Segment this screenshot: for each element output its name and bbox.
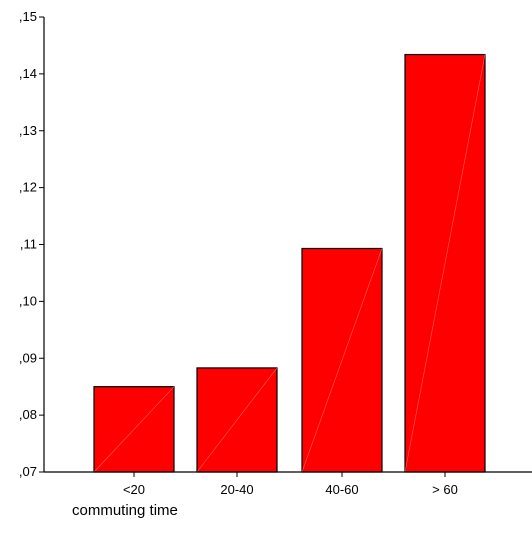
y-tick-label-8: ,14 <box>19 66 37 81</box>
bars-group <box>93 53 486 473</box>
y-tick-label-1: ,07 <box>19 464 37 479</box>
y-axis: ,07 ,08 ,09 ,10 ,11 ,12 ,13 ,14 ,15 <box>19 9 45 479</box>
y-tick-label-4: ,10 <box>19 293 37 308</box>
bar-4-shading <box>404 54 486 473</box>
x-axis-label: commuting time <box>72 502 178 519</box>
y-tick-label-5: ,11 <box>20 237 37 252</box>
x-tick-label-1: <20 <box>123 482 145 497</box>
x-tick-label-4: > 60 <box>432 482 458 497</box>
bar-3-shading <box>301 248 383 473</box>
y-tick-label-9: ,15 <box>19 9 37 24</box>
x-axis: <20 20-40 40-60 > 60 <box>44 471 532 497</box>
bar-2-shading <box>196 367 278 473</box>
x-tick-label-3: 40-60 <box>325 482 358 497</box>
y-tick-label-2: ,08 <box>19 407 37 422</box>
bar-1-shading <box>93 386 175 473</box>
y-tick-label-7: ,13 <box>19 123 37 138</box>
y-tick-label-6: ,12 <box>19 180 37 195</box>
y-tick-label-3: ,09 <box>19 350 37 365</box>
x-tick-label-2: 20-40 <box>220 482 253 497</box>
